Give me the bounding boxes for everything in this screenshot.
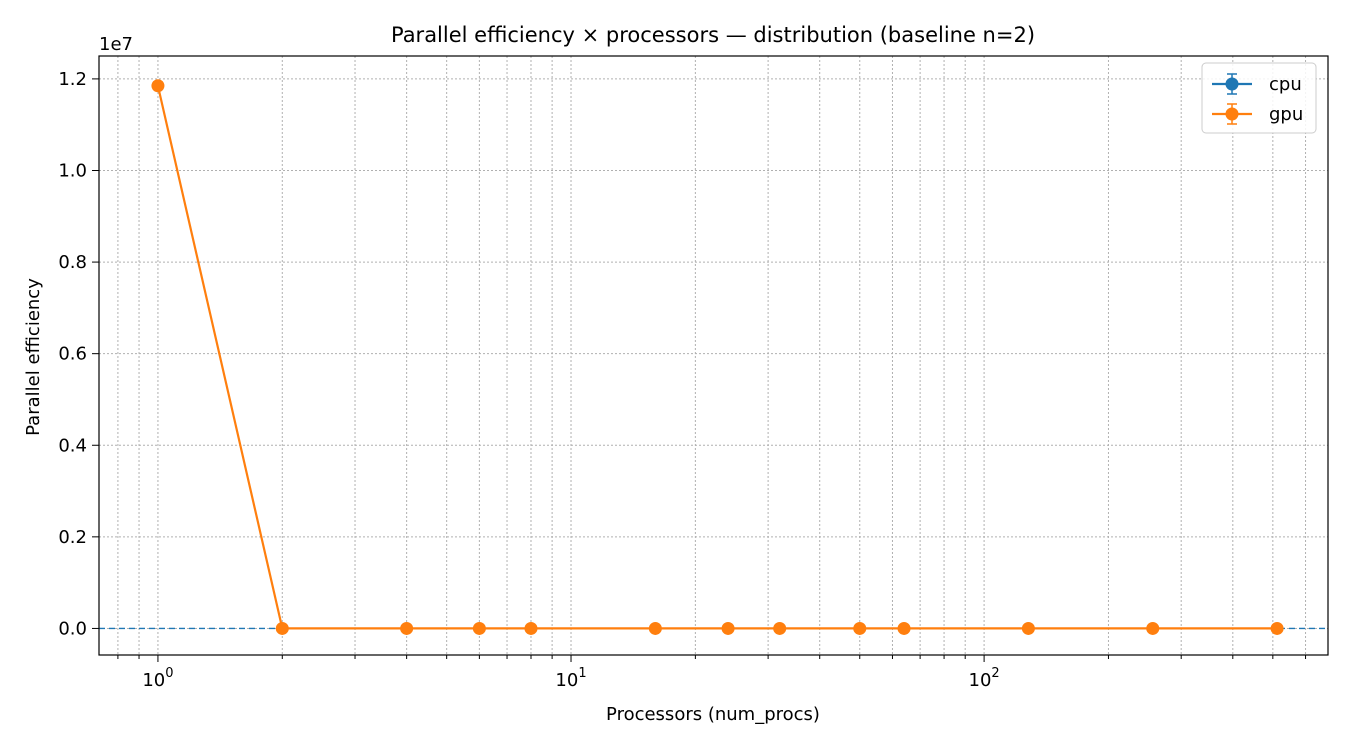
y-tick-label: 0.0 xyxy=(58,618,87,639)
data-point-gpu xyxy=(275,621,289,635)
x-axis-label: Processors (num_procs) xyxy=(606,704,820,725)
data-point-gpu xyxy=(897,621,911,635)
data-point-gpu xyxy=(1270,621,1284,635)
y-tick-label: 0.2 xyxy=(58,527,87,548)
data-point-gpu xyxy=(721,621,735,635)
x-tick-label: 100 xyxy=(142,666,173,691)
legend-marker-gpu xyxy=(1225,107,1239,121)
y-tick-label: 0.4 xyxy=(58,435,87,456)
y-offset-label: 1e7 xyxy=(99,34,133,55)
x-tick-label: 102 xyxy=(969,666,1000,691)
series-layer xyxy=(151,79,1284,635)
legend-label-gpu: gpu xyxy=(1269,104,1303,125)
data-point-gpu xyxy=(524,621,538,635)
y-tick-label: 1.0 xyxy=(58,160,87,181)
data-point-gpu xyxy=(1146,621,1160,635)
y-tick-label: 0.6 xyxy=(58,344,87,365)
data-point-gpu xyxy=(400,621,414,635)
data-point-gpu xyxy=(773,621,787,635)
data-point-gpu xyxy=(853,621,867,635)
axis-ticks: 100 101 102 0.0 0.2 0.4 0.6 0.8 1.0 1.2 xyxy=(58,69,1307,691)
x-tick-label: 101 xyxy=(555,666,586,691)
legend-label-cpu: cpu xyxy=(1269,74,1302,95)
data-point-gpu xyxy=(151,79,165,93)
plot-frame xyxy=(98,55,1329,656)
legend-marker-cpu xyxy=(1225,77,1239,91)
legend: cpu gpu xyxy=(1201,62,1317,134)
grid xyxy=(99,56,1328,655)
y-tick-label: 0.8 xyxy=(58,252,87,273)
chart-title: Parallel efficiency × processors — distr… xyxy=(391,23,1035,47)
y-axis-label: Parallel efficiency xyxy=(23,278,44,436)
data-point-gpu xyxy=(472,621,486,635)
y-tick-label: 1.2 xyxy=(58,69,87,90)
data-point-gpu xyxy=(648,621,662,635)
data-point-gpu xyxy=(1021,621,1035,635)
